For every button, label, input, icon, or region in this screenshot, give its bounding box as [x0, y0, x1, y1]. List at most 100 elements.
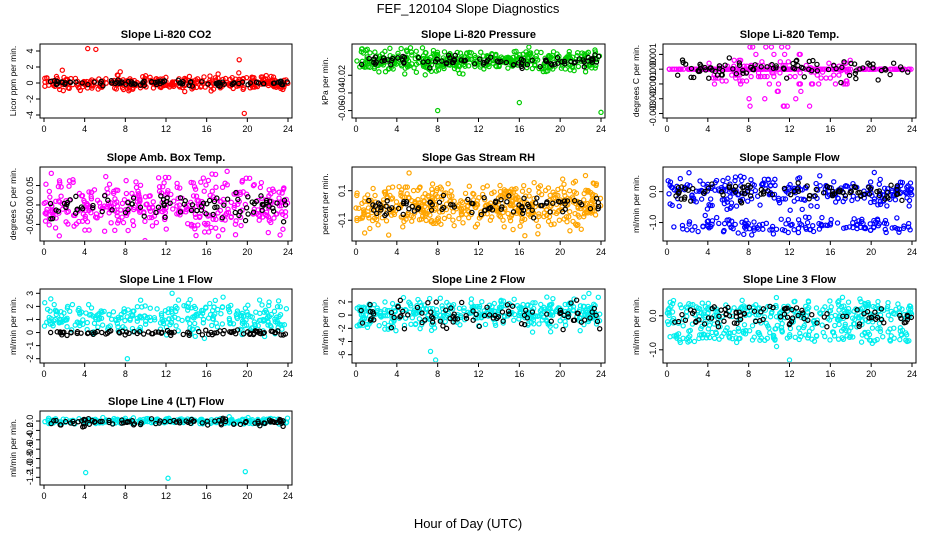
- data-point: [265, 229, 271, 236]
- data-point: [377, 312, 383, 319]
- reference-point: [148, 79, 155, 85]
- data-point: [692, 224, 698, 230]
- reference-point: [904, 312, 911, 319]
- reference-point: [206, 197, 213, 204]
- data-point: [832, 312, 838, 319]
- data-point: [732, 221, 738, 228]
- reference-point: [448, 201, 454, 208]
- data-point: [832, 199, 839, 205]
- x-tick-label: 24: [596, 247, 606, 257]
- y-axis-label: percent per min.: [320, 173, 330, 234]
- reference-point: [770, 304, 776, 311]
- x-tick-label: 4: [705, 247, 710, 257]
- reference-point: [486, 312, 493, 318]
- data-point: [43, 199, 49, 206]
- reference-point: [897, 312, 903, 319]
- data-point: [431, 52, 438, 58]
- data-point: [819, 69, 826, 75]
- data-point: [420, 194, 426, 200]
- data-point: [706, 334, 713, 341]
- data-point: [430, 220, 436, 227]
- reference-point: [400, 211, 406, 218]
- reference-point: [716, 313, 722, 320]
- data-point: [723, 78, 729, 84]
- data-point: [190, 314, 196, 320]
- data-point: [669, 309, 676, 315]
- data-point: [88, 193, 94, 200]
- data-point: [871, 198, 877, 205]
- reference-point: [243, 418, 249, 425]
- reference-point: [731, 187, 737, 193]
- data-point: [667, 179, 674, 185]
- reference-point: [801, 315, 807, 322]
- reference-point: [594, 318, 601, 325]
- data-point: [433, 220, 439, 227]
- data-point: [680, 66, 687, 72]
- data-point: [70, 177, 76, 183]
- reference-point: [554, 55, 561, 61]
- reference-point: [469, 209, 475, 216]
- data-point: [46, 314, 52, 321]
- data-point: [508, 201, 515, 207]
- data-point: [905, 220, 912, 227]
- data-point: [155, 175, 162, 181]
- data-point: [892, 196, 899, 203]
- reference-point: [720, 192, 726, 198]
- y-tick-label: 0.00: [25, 196, 35, 214]
- data-point: [142, 237, 148, 240]
- reference-point: [205, 331, 212, 338]
- reference-point: [707, 65, 713, 71]
- data-point: [207, 300, 213, 307]
- data-point: [907, 303, 914, 310]
- data-point: [882, 217, 889, 224]
- x-tick-label: 12: [784, 124, 794, 134]
- reference-point: [524, 315, 531, 321]
- data-point: [773, 343, 780, 350]
- data-point: [779, 327, 785, 333]
- reference-point: [433, 299, 439, 305]
- reference-point: [831, 62, 837, 69]
- data-point: [460, 71, 466, 77]
- data-point: [57, 317, 64, 323]
- data-point: [162, 174, 169, 181]
- reference-point: [425, 58, 431, 65]
- reference-point: [726, 55, 732, 61]
- data-point: [42, 218, 49, 224]
- y-tick-label: 0.0: [25, 415, 35, 428]
- data-point: [64, 315, 70, 321]
- data-point: [456, 202, 462, 208]
- data-point: [263, 209, 270, 215]
- y-tick-label: -4: [337, 338, 347, 346]
- data-point: [562, 301, 568, 308]
- y-tick-label: -0.6: [25, 441, 35, 457]
- outlier-point: [169, 290, 175, 297]
- reference-point: [218, 422, 225, 428]
- data-point: [563, 214, 570, 220]
- data-point: [389, 300, 396, 307]
- reference-point: [577, 199, 583, 206]
- data-point: [777, 70, 783, 76]
- data-point: [142, 75, 148, 82]
- x-tick-label: 16: [825, 369, 835, 379]
- data-point: [161, 180, 167, 186]
- data-point: [220, 76, 226, 83]
- data-point: [896, 226, 903, 232]
- x-tick-label: 8: [123, 247, 128, 257]
- reference-point: [821, 314, 828, 320]
- reference-point: [219, 215, 225, 221]
- data-point: [883, 229, 889, 236]
- data-point: [449, 193, 455, 199]
- data-point: [249, 417, 256, 423]
- data-point: [798, 196, 804, 202]
- data-point: [572, 210, 578, 217]
- reference-point: [101, 193, 108, 199]
- data-point: [150, 85, 157, 91]
- reference-point: [781, 311, 788, 317]
- data-point: [142, 313, 148, 319]
- reference-point: [516, 202, 522, 208]
- data-point: [578, 226, 584, 232]
- data-point: [133, 179, 139, 185]
- data-point: [196, 214, 203, 221]
- data-point: [133, 184, 140, 191]
- reference-point: [794, 186, 801, 192]
